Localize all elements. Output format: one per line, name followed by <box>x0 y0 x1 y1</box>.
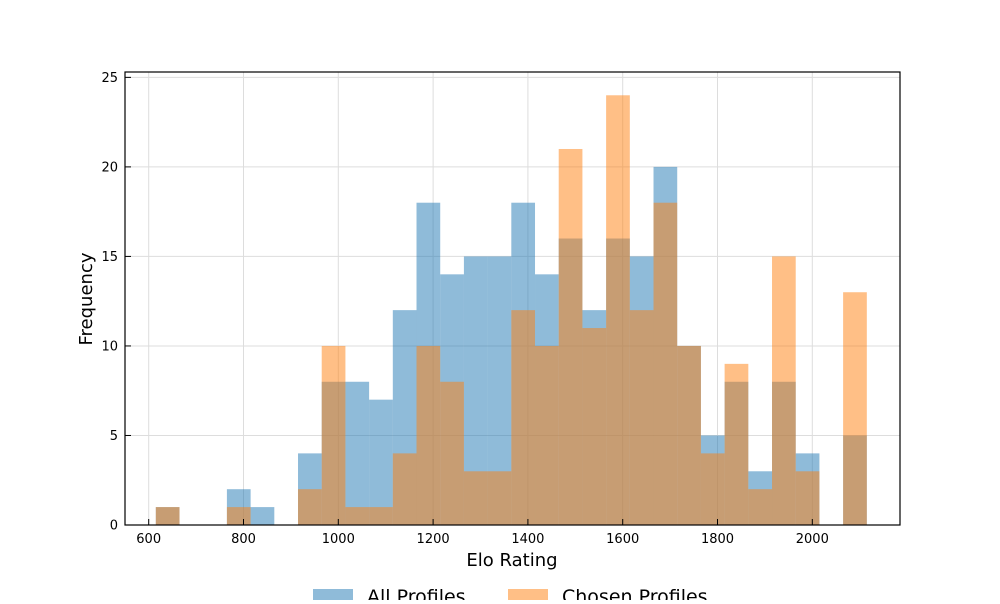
x-tick-label: 1200 <box>417 532 450 547</box>
x-tick-label: 800 <box>231 532 256 547</box>
chosen-profiles-bar <box>582 328 607 525</box>
chosen-profiles-bar <box>463 471 488 525</box>
x-tick-label: 1400 <box>511 532 544 547</box>
x-tick-label: 1600 <box>606 532 639 547</box>
chosen-profiles-bar <box>226 507 251 525</box>
y-tick-label: 25 <box>101 71 118 86</box>
chosen-profiles-bar <box>558 148 583 525</box>
chosen-profiles-bar <box>321 345 346 525</box>
chosen-profiles-bar <box>772 256 796 525</box>
chosen-profiles-bar <box>487 471 512 525</box>
legend-swatch-all-profiles <box>313 589 353 603</box>
chosen-profiles-bar <box>298 489 322 525</box>
y-axis-label: Frequency <box>76 252 97 345</box>
x-tick-label: 1000 <box>322 532 355 547</box>
ticks: 600 800 1000 1200 1400 1600 1800 2000 0 5 10 15 20 25 <box>101 71 828 547</box>
x-tick-label: 2000 <box>796 532 829 547</box>
y-tick-label: 20 <box>101 160 118 175</box>
legend-label-chosen-profiles: Chosen Profiles <box>562 586 708 600</box>
chosen-profiles-bar <box>416 345 441 525</box>
chosen-profiles-bar <box>392 453 417 525</box>
all-profiles-bar <box>250 507 275 525</box>
chosen-profiles-bar <box>440 381 464 525</box>
chosen-profiles-bar <box>535 345 559 525</box>
bars <box>155 95 867 526</box>
y-tick-label: 15 <box>101 250 118 265</box>
chosen-profiles-bar <box>155 507 180 525</box>
all-profiles-bar <box>487 256 512 525</box>
chosen-profiles-bar <box>511 310 536 525</box>
all-profiles-bar <box>463 256 488 525</box>
chosen-profiles-bar <box>795 471 820 525</box>
all-profiles-bar <box>369 399 393 525</box>
legend-label-all-profiles: All Profiles <box>367 586 466 600</box>
y-tick-label: 10 <box>101 339 118 354</box>
chosen-profiles-bar <box>653 202 678 525</box>
x-tick-label: 600 <box>136 532 161 547</box>
chosen-profiles-bar <box>700 453 725 525</box>
legend-swatch-chosen-profiles <box>508 589 548 603</box>
chosen-profiles-bar <box>724 363 749 525</box>
chosen-profiles-bar <box>843 292 867 525</box>
chosen-profiles-bar <box>606 95 630 526</box>
y-tick-label: 5 <box>110 429 118 444</box>
plot-frame <box>124 71 901 526</box>
chosen-profiles-bar <box>345 507 370 525</box>
legend: All Profiles Chosen Profiles <box>313 586 708 604</box>
x-tick-label: 1800 <box>701 532 734 547</box>
all-profiles-bar <box>345 381 370 525</box>
chosen-profiles-bar <box>629 310 654 525</box>
y-tick-label: 0 <box>110 519 118 534</box>
chosen-profiles-bar <box>748 489 773 525</box>
x-axis-label: Elo Rating <box>466 550 557 571</box>
chosen-profiles-bar <box>369 507 393 525</box>
chosen-profiles-bar <box>677 345 701 525</box>
